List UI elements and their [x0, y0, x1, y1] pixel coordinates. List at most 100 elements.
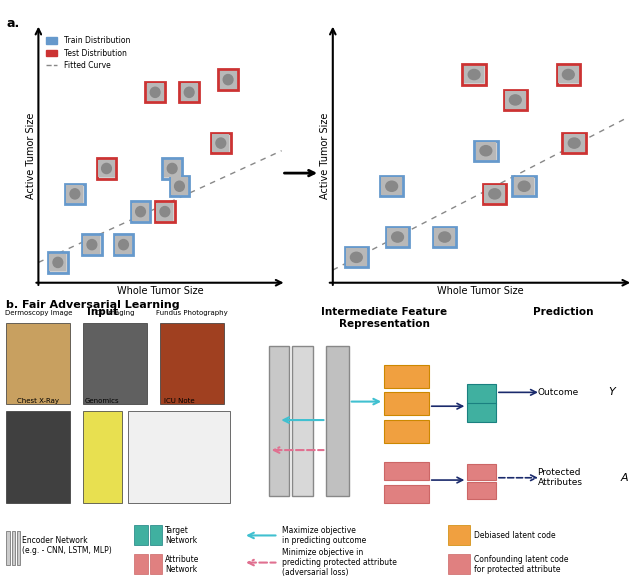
FancyBboxPatch shape	[269, 346, 289, 496]
Circle shape	[518, 181, 530, 192]
Bar	[115, 236, 132, 253]
Circle shape	[160, 207, 170, 217]
Text: Prediction: Prediction	[533, 307, 593, 317]
FancyBboxPatch shape	[292, 346, 313, 496]
Text: Encoder Network
(e.g. - CNN, LSTM, MLP): Encoder Network (e.g. - CNN, LSTM, MLP)	[22, 535, 112, 555]
Bar	[476, 142, 496, 160]
Y-axis label: Active Tumor Size: Active Tumor Size	[320, 113, 330, 199]
Circle shape	[150, 87, 160, 98]
X-axis label: Whole Tumor Size: Whole Tumor Size	[116, 286, 204, 295]
Circle shape	[480, 145, 492, 156]
Bar	[462, 65, 486, 85]
Bar	[220, 71, 237, 88]
Text: Fundus Photography: Fundus Photography	[156, 310, 228, 316]
Bar	[474, 141, 498, 161]
Bar	[134, 525, 148, 545]
Bar	[12, 531, 15, 565]
Text: Intermediate Feature
Representation: Intermediate Feature Representation	[321, 307, 447, 328]
Bar	[433, 227, 456, 247]
Text: Attribute
Network: Attribute Network	[165, 554, 200, 574]
Bar	[65, 183, 84, 204]
Bar	[212, 134, 229, 152]
Bar	[564, 134, 584, 152]
Bar	[49, 253, 67, 271]
X-axis label: Whole Tumor Size: Whole Tumor Size	[436, 286, 524, 295]
FancyBboxPatch shape	[6, 411, 70, 503]
Bar	[504, 90, 527, 110]
FancyBboxPatch shape	[128, 411, 230, 503]
Circle shape	[468, 69, 480, 80]
Circle shape	[386, 181, 397, 192]
Bar	[114, 234, 133, 255]
Bar	[150, 554, 162, 574]
Circle shape	[87, 239, 97, 250]
Bar	[386, 227, 410, 247]
Bar	[558, 66, 579, 84]
FancyBboxPatch shape	[160, 323, 224, 404]
Bar	[448, 554, 470, 574]
Bar	[387, 228, 408, 246]
Bar	[505, 91, 525, 109]
Bar	[134, 554, 148, 574]
Circle shape	[563, 69, 574, 80]
Text: Debiased latent code: Debiased latent code	[474, 531, 556, 540]
Circle shape	[439, 232, 451, 242]
Text: ICU Note: ICU Note	[164, 398, 195, 404]
Bar	[131, 201, 150, 222]
Circle shape	[351, 252, 362, 263]
FancyBboxPatch shape	[384, 462, 429, 480]
Text: Y: Y	[608, 387, 615, 398]
Circle shape	[175, 181, 184, 192]
Text: Input: Input	[87, 307, 118, 317]
Bar	[156, 203, 173, 220]
FancyBboxPatch shape	[467, 403, 496, 422]
Text: CT Imaging: CT Imaging	[95, 310, 135, 316]
Bar	[448, 525, 470, 545]
Bar	[211, 133, 230, 153]
Text: b. Fair Adversarial Learning: b. Fair Adversarial Learning	[6, 300, 180, 310]
Bar	[170, 176, 189, 196]
Text: Chest X-Ray: Chest X-Ray	[17, 398, 60, 404]
Bar	[180, 84, 198, 101]
Bar	[83, 236, 100, 253]
Text: Outcome: Outcome	[538, 388, 579, 397]
FancyBboxPatch shape	[467, 464, 496, 480]
Circle shape	[136, 207, 145, 217]
FancyBboxPatch shape	[83, 411, 122, 503]
Bar	[514, 177, 534, 195]
Bar	[97, 158, 116, 179]
Text: Protected
Attributes: Protected Attributes	[538, 468, 582, 488]
Bar	[381, 177, 402, 195]
Bar	[82, 234, 102, 255]
FancyBboxPatch shape	[384, 392, 429, 415]
FancyBboxPatch shape	[384, 485, 429, 503]
Y-axis label: Active Tumor Size: Active Tumor Size	[26, 113, 36, 199]
Circle shape	[223, 74, 233, 85]
Bar	[563, 133, 586, 153]
Text: A: A	[621, 473, 628, 483]
Bar	[164, 160, 180, 177]
FancyBboxPatch shape	[467, 482, 496, 499]
Bar	[150, 525, 162, 545]
Circle shape	[184, 87, 194, 98]
Bar	[483, 183, 506, 204]
Bar	[464, 66, 484, 84]
Bar	[484, 185, 505, 203]
Bar	[344, 247, 368, 268]
Bar	[147, 84, 164, 101]
Bar	[155, 201, 175, 222]
Circle shape	[568, 138, 580, 148]
Bar	[179, 82, 199, 103]
Bar	[67, 185, 83, 203]
Bar	[557, 65, 580, 85]
Text: a.: a.	[6, 17, 20, 31]
Circle shape	[216, 138, 226, 148]
Text: Dermoscopy Image: Dermoscopy Image	[4, 310, 72, 316]
Text: Genomics: Genomics	[85, 398, 120, 404]
Circle shape	[102, 163, 111, 174]
FancyBboxPatch shape	[83, 323, 147, 404]
Circle shape	[509, 95, 521, 105]
Bar	[218, 69, 238, 90]
Bar	[380, 176, 403, 196]
Circle shape	[118, 239, 129, 250]
